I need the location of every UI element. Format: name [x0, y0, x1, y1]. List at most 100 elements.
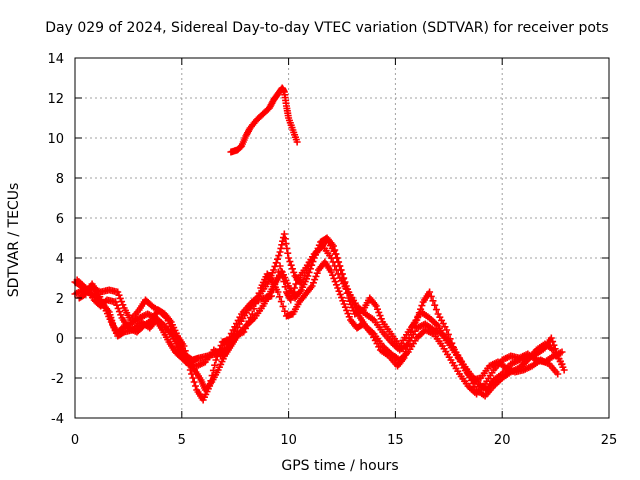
y-tick-label: 12: [47, 92, 64, 107]
data-point: [181, 347, 189, 355]
data-point: [426, 288, 434, 296]
data-point: [217, 342, 225, 350]
data-point: [245, 317, 253, 325]
data-point: [432, 306, 440, 314]
data-point: [285, 254, 293, 262]
data-point: [276, 293, 284, 301]
data-point: [112, 298, 120, 306]
data-point: [279, 272, 287, 280]
data-point: [281, 283, 289, 291]
data-point: [312, 272, 320, 280]
axis-ticks: 0 5 10 15 20 25 -4 -2 0 2 4 6 8 10 12 14: [47, 52, 617, 448]
data-point: [348, 304, 356, 312]
data-point: [373, 305, 381, 313]
data-point: [402, 348, 410, 356]
y-tick-label: -4: [51, 412, 64, 427]
data-point: [288, 292, 296, 300]
y-tick-label: -2: [51, 372, 64, 387]
x-tick-label: 10: [280, 433, 297, 448]
data-point: [227, 338, 235, 346]
data-point: [549, 338, 557, 346]
series-track-c: [73, 258, 568, 404]
data-point: [113, 301, 121, 309]
data-point: [118, 298, 126, 306]
data-point: [271, 280, 279, 288]
data-point: [335, 287, 343, 295]
data-point: [115, 291, 123, 299]
data-point: [329, 271, 337, 279]
data-point: [190, 378, 198, 386]
data-point: [268, 292, 276, 300]
data-point: [207, 377, 215, 385]
data-point: [431, 301, 439, 309]
data-point: [284, 249, 292, 257]
data-point: [311, 276, 319, 284]
data-point: [429, 297, 437, 305]
data-point: [289, 288, 297, 296]
data-point: [339, 297, 347, 305]
data-point: [248, 310, 256, 318]
data-point: [288, 265, 296, 273]
data-point: [241, 324, 249, 332]
data-point: [332, 250, 340, 258]
data-point: [277, 244, 285, 252]
data-point: [119, 301, 127, 309]
y-tick-label: 0: [56, 332, 64, 347]
data-point: [330, 274, 338, 282]
series-track-a: [71, 234, 566, 398]
y-tick-label: 10: [47, 132, 64, 147]
data-point: [208, 372, 216, 380]
data-point: [277, 267, 285, 275]
x-axis-label: GPS time / hours: [281, 458, 398, 474]
data-point: [278, 241, 286, 249]
chart-title: Day 029 of 2024, Sidereal Day-to-day VTE…: [45, 20, 608, 36]
data-point: [282, 240, 290, 248]
data-point: [286, 258, 294, 266]
x-tick-label: 25: [601, 433, 618, 448]
data-point: [182, 352, 190, 360]
data-point: [117, 311, 125, 319]
data-point: [547, 334, 555, 342]
data-point: [290, 268, 298, 276]
data-point: [341, 303, 349, 311]
data-point: [291, 284, 299, 292]
data-point: [376, 312, 384, 320]
y-tick-label: 4: [56, 252, 64, 267]
data-point: [230, 331, 238, 339]
data-point: [554, 370, 562, 378]
data-point: [243, 321, 251, 329]
y-tick-label: 14: [47, 52, 64, 67]
data-point: [338, 294, 346, 302]
data-point: [560, 366, 568, 374]
series-track-d: [75, 242, 566, 400]
data-point: [287, 296, 295, 304]
data-point: [336, 290, 344, 298]
data-point: [267, 275, 275, 283]
data-point: [346, 297, 354, 305]
x-tick-label: 0: [71, 433, 79, 448]
data-point: [206, 382, 214, 390]
data-point: [281, 235, 289, 243]
data-point: [279, 302, 287, 310]
data-point: [313, 269, 321, 277]
data-point: [191, 382, 199, 390]
data-point: [232, 327, 240, 335]
data-point: [189, 374, 197, 382]
data-point: [276, 262, 284, 270]
data-point: [377, 315, 385, 323]
data-point: [211, 361, 219, 369]
y-axis-label: SDTVAR / TECUs: [6, 183, 22, 298]
data-point: [280, 278, 288, 286]
data-point: [116, 294, 124, 302]
data-point: [427, 292, 435, 300]
data-point: [255, 289, 263, 297]
data-point: [280, 230, 288, 238]
data-point: [340, 300, 348, 308]
data-point: [115, 308, 123, 316]
y-tick-label: 8: [56, 172, 64, 187]
data-point: [114, 304, 122, 312]
data-point: [276, 248, 284, 256]
data-point: [275, 252, 283, 260]
data-point: [327, 254, 335, 262]
data-points: [71, 84, 568, 404]
